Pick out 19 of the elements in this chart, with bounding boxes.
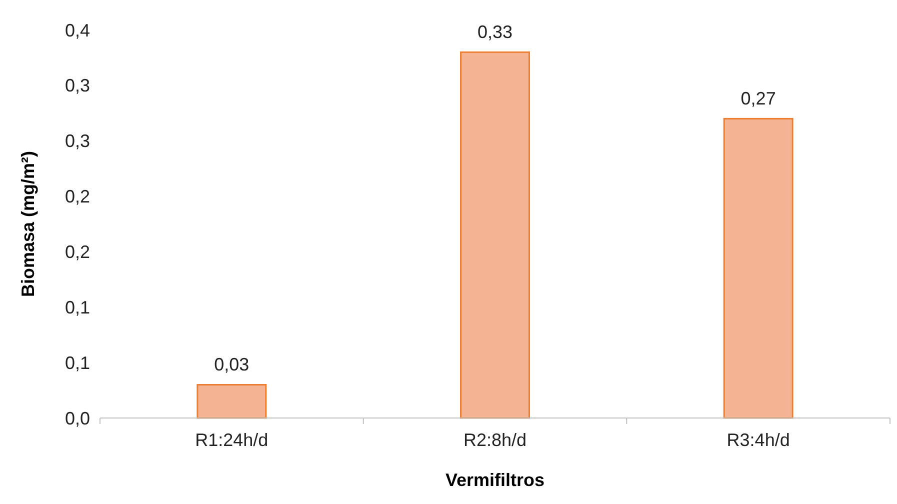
y-tick-label: 0,0 — [64, 408, 90, 428]
x-tick-label: R3:4h/d — [726, 430, 790, 450]
y-tick-label: 0,1 — [64, 297, 90, 318]
y-tick-label: 0,2 — [64, 242, 90, 262]
y-tick-label: 0,4 — [64, 20, 90, 40]
y-tick-label: 0,3 — [64, 76, 90, 96]
data-label: 0,33 — [477, 22, 513, 42]
data-label: 0,27 — [740, 88, 776, 109]
x-tick-label: R1:24h/d — [195, 430, 268, 450]
data-label: 0,03 — [214, 354, 250, 375]
y-axis-title: Biomasa (mg/m²) — [18, 150, 38, 298]
y-tick-label: 0,1 — [64, 352, 90, 373]
bar — [460, 51, 530, 419]
x-tick-label: R2:8h/d — [463, 430, 527, 450]
y-tick-label: 0,3 — [64, 131, 90, 152]
bar — [723, 118, 794, 419]
bar — [196, 384, 267, 419]
x-axis-title: Vermifiltros — [445, 470, 545, 490]
y-tick-label: 0,2 — [64, 186, 90, 207]
